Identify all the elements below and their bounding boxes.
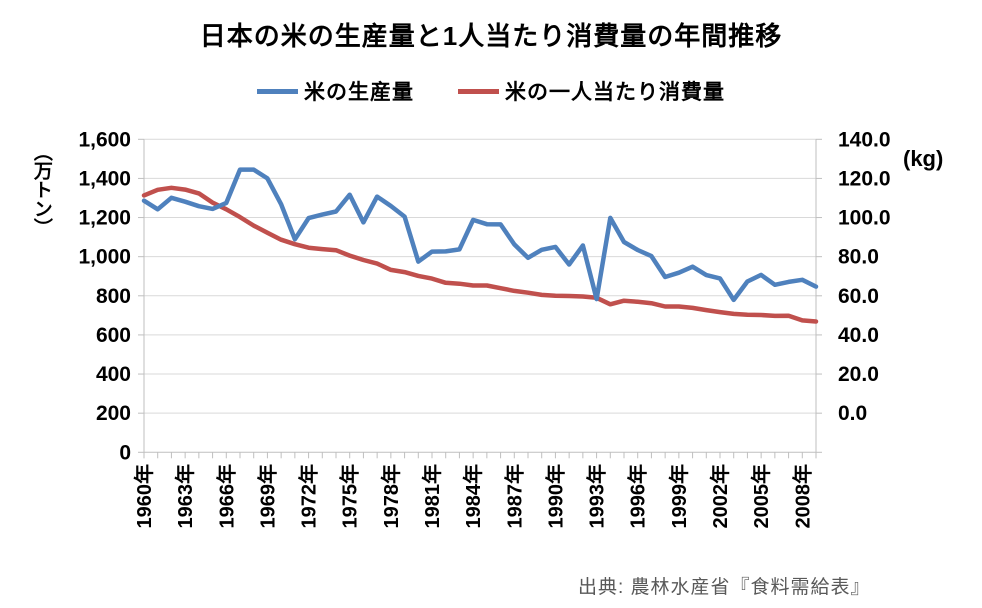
- production-line-swatch-icon: [257, 88, 298, 94]
- legend: 米の生産量 米の一人当たり消費量: [0, 76, 982, 106]
- source-note: 出典: 農林水産省『食料需給表』: [578, 577, 871, 598]
- right-axis-tick-label: 100.0: [838, 207, 891, 230]
- x-axis-tick-label: 1981年: [420, 464, 444, 529]
- legend-label-production: 米の生産量: [304, 81, 414, 104]
- left-axis-tick-label: 800: [96, 285, 131, 308]
- right-axis-tick-label: 60.0: [838, 285, 879, 308]
- right-axis-tick-label: 80.0: [838, 246, 879, 269]
- right-axis-tick-label: 20.0: [838, 363, 879, 386]
- right-axis-tick-label: 0.0: [838, 402, 867, 425]
- consumption-line-swatch-icon: [458, 88, 499, 94]
- x-axis-tick-label: 1963年: [173, 464, 197, 529]
- left-axis-tick-label: 1,200: [78, 207, 131, 230]
- right-axis-tick-label: 140.0: [838, 128, 891, 151]
- x-axis-tick-label: 2002年: [708, 464, 732, 529]
- x-axis-tick-label: 1996年: [626, 464, 650, 529]
- left-axis-tick-label: 1,600: [78, 128, 131, 151]
- left-axis-unit-label: （万トン）: [30, 142, 52, 237]
- chart-title: 日本の米の生産量と1人当たり消費量の年間推移: [199, 21, 783, 51]
- x-axis-tick-label: 1984年: [461, 464, 485, 529]
- right-axis-unit-label: (kg): [903, 146, 944, 171]
- x-axis-tick-label: 1978年: [379, 464, 403, 529]
- x-axis-tick-label: 1999年: [667, 464, 691, 529]
- x-axis-tick-label: 1975年: [338, 464, 362, 529]
- x-axis-tick-label: 1987年: [502, 464, 526, 529]
- x-axis-tick-label: 1966年: [214, 464, 238, 529]
- x-axis-tick-label: 1993年: [585, 464, 609, 529]
- left-axis-tick-label: 400: [96, 363, 131, 386]
- left-axis-tick-label: 1,400: [78, 167, 131, 190]
- x-axis-tick-label: 1990年: [543, 464, 567, 529]
- right-axis-tick-label: 40.0: [838, 324, 879, 347]
- x-axis-tick-label: 1960年: [132, 464, 156, 529]
- legend-item-consumption: 米の一人当たり消費量: [458, 76, 725, 106]
- left-axis-tick-label: 200: [96, 402, 131, 425]
- x-axis-tick-label: 2008年: [790, 464, 814, 529]
- x-axis-tick-label: 1969年: [255, 464, 279, 529]
- x-axis-tick-label: 1972年: [297, 464, 321, 529]
- consumption-line: [141, 185, 819, 324]
- left-axis-tick-label: 1,000: [78, 246, 131, 269]
- left-axis-tick-label: 600: [96, 324, 131, 347]
- production-line: [141, 167, 819, 303]
- legend-item-production: 米の生産量: [257, 76, 414, 106]
- right-axis-tick-label: 120.0: [838, 167, 891, 190]
- left-axis-tick-label: 0: [119, 441, 131, 464]
- legend-label-consumption: 米の一人当たり消費量: [505, 81, 725, 104]
- x-axis-tick-label: 2005年: [749, 464, 773, 529]
